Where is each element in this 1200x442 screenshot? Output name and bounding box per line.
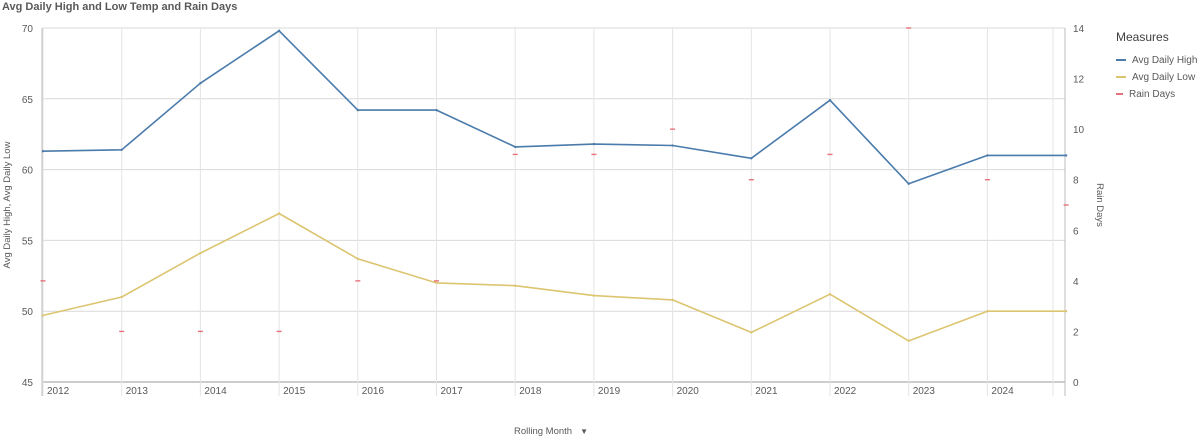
y-tick-label: 70 bbox=[22, 24, 34, 35]
x-tick-label: 2024 bbox=[991, 386, 1014, 397]
series-0-point bbox=[750, 157, 753, 160]
y2-tick-label: 8 bbox=[1073, 176, 1079, 187]
series-1-point bbox=[1064, 310, 1068, 313]
caret-down-icon: ▼ bbox=[580, 427, 589, 436]
legend-item-avg-daily-high[interactable]: Avg Daily High bbox=[1116, 52, 1197, 68]
legend-item-rain-days[interactable]: Rain Days bbox=[1116, 86, 1197, 102]
legend-label: Avg Daily Low bbox=[1132, 71, 1196, 83]
left-axis-title: Avg Daily High, Avg Daily Low bbox=[2, 141, 13, 268]
x-tick-label: 2019 bbox=[598, 386, 621, 397]
series-1-point bbox=[671, 298, 674, 302]
gridlines bbox=[41, 27, 1066, 396]
series-0-point bbox=[986, 154, 989, 157]
y2-tick-label: 12 bbox=[1073, 75, 1085, 86]
series-0-point bbox=[435, 108, 438, 112]
series-0-point bbox=[199, 82, 202, 85]
x-tick-label: 2014 bbox=[204, 386, 227, 397]
series-layer bbox=[40, 27, 1069, 343]
left-axis-ticks: 45 50 55 60 65 70 bbox=[22, 24, 34, 389]
series-0-point bbox=[514, 145, 517, 149]
x-tick-label: 2017 bbox=[441, 386, 464, 397]
legend-item-avg-daily-low[interactable]: Avg Daily Low bbox=[1116, 69, 1197, 85]
series-1-point bbox=[41, 314, 45, 317]
legend-label: Avg Daily High bbox=[1132, 54, 1198, 66]
series-line-0 bbox=[42, 29, 1067, 185]
series-0-point bbox=[120, 148, 123, 151]
y-tick-label: 60 bbox=[22, 166, 34, 177]
x-tick-label: 2020 bbox=[677, 386, 700, 397]
legend-label: Rain Days bbox=[1129, 88, 1176, 100]
y2-tick-label: 2 bbox=[1073, 327, 1079, 338]
series-1-point bbox=[199, 251, 202, 255]
legend-swatch-avg-daily-low bbox=[1116, 76, 1126, 78]
legend-title: Measures bbox=[1116, 30, 1169, 44]
series-0-point bbox=[671, 144, 674, 147]
legend-swatch-avg-daily-high bbox=[1116, 59, 1126, 61]
right-axis-ticks: 0 2 4 6 8 10 12 14 bbox=[1073, 24, 1085, 389]
x-tick-label: 2016 bbox=[362, 386, 385, 397]
x-tick-label: 2021 bbox=[755, 386, 778, 397]
series-0-point bbox=[41, 149, 45, 153]
series-0-point bbox=[828, 99, 832, 102]
x-tick-label: 2023 bbox=[913, 386, 936, 397]
series-1-point bbox=[592, 294, 596, 297]
series-0-point bbox=[356, 108, 359, 112]
series-0-point bbox=[277, 29, 281, 33]
series-1-point bbox=[828, 293, 832, 296]
y-tick-label: 50 bbox=[22, 307, 34, 318]
series-1-point bbox=[907, 339, 910, 343]
x-tick-label: 2015 bbox=[283, 386, 306, 397]
x-tick-label: 2012 bbox=[47, 386, 70, 397]
x-axis-ticks: 2012 2013 2014 2015 2016 2017 2018 2019 2020 2021… bbox=[47, 386, 1014, 397]
y2-tick-label: 0 bbox=[1073, 378, 1079, 389]
y2-tick-label: 4 bbox=[1073, 277, 1079, 288]
legend-swatch-rain-days bbox=[1116, 93, 1123, 95]
series-1-point bbox=[750, 331, 753, 334]
y-tick-label: 65 bbox=[22, 95, 34, 106]
chart-title: Avg Daily High and Low Temp and Rain Day… bbox=[2, 1, 238, 13]
series-1-point bbox=[277, 212, 281, 215]
x-dimension-selector[interactable]: Rolling Month ▼ bbox=[514, 426, 588, 437]
series-1-point bbox=[120, 295, 123, 299]
x-tick-label: 2022 bbox=[834, 386, 857, 397]
y2-tick-label: 6 bbox=[1073, 226, 1079, 237]
right-axis-title: Rain Days bbox=[1094, 183, 1105, 227]
x-tick-label: 2018 bbox=[519, 386, 542, 397]
x-dimension-label: Rolling Month bbox=[514, 426, 573, 437]
series-0-point bbox=[592, 142, 596, 146]
y-tick-label: 55 bbox=[22, 236, 34, 247]
series-1-point bbox=[356, 257, 359, 261]
series-1-point bbox=[435, 281, 438, 285]
y2-tick-label: 10 bbox=[1073, 125, 1085, 136]
x-tick-label: 2013 bbox=[126, 386, 149, 397]
series-line-1 bbox=[42, 212, 1067, 342]
y2-tick-label: 14 bbox=[1073, 24, 1085, 35]
series-0-point bbox=[907, 182, 910, 185]
series-0-point bbox=[1064, 154, 1068, 157]
series-1-point bbox=[986, 310, 989, 313]
legend: Measures Avg Daily High Avg Daily Low Ra… bbox=[1116, 30, 1197, 103]
series-1-point bbox=[514, 284, 517, 287]
y-tick-label: 45 bbox=[22, 378, 34, 389]
